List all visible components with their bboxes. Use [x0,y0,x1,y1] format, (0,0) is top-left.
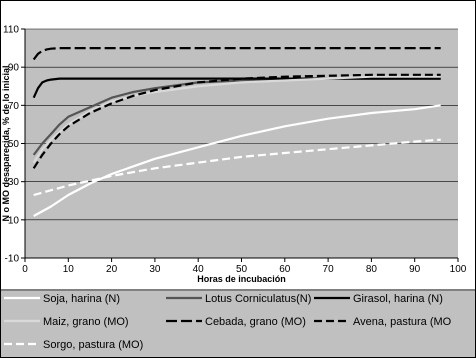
legend-background [1,291,475,357]
y-tick-label: 50 [8,139,20,150]
series-lines [32,46,441,217]
x-axis-ticks: 0 10 20 30 40 50 60 70 80 90 100 [22,258,467,275]
x-tick-label: 100 [450,264,467,275]
x-tick-label: 60 [279,264,291,275]
legend-label: Lotus Corniculatus(N) [205,293,311,305]
x-tick-label: 80 [366,264,378,275]
x-tick-label: 0 [22,264,28,275]
legend-label: Avena, pastura (MO [353,316,452,328]
legend-label: Sorgo, pastura (MO) [43,339,143,351]
series-line [32,73,441,169]
x-tick-label: 20 [106,264,118,275]
x-axis-title: Horas de incubación [197,274,286,284]
y-tick-label: 90 [8,63,20,74]
x-tick-label: 90 [409,264,421,275]
series-line [32,77,441,99]
legend-label: Maiz, grano (MO) [43,316,129,328]
x-tick-label: 10 [63,264,75,275]
legend-label: Girasol, harina (N) [353,293,443,305]
series-line [32,46,441,61]
legend-label: Cebada, grano (MO) [205,316,306,328]
x-tick-label: 50 [236,264,248,275]
x-tick-label: 70 [323,264,335,275]
legend-label: Soja, harina (N) [43,293,120,305]
y-tick-label: 110 [3,25,19,36]
y-axis-title: N o MO desaparecida, % de lo inicial [1,65,11,221]
x-tick-label: 30 [149,264,161,275]
y-tick-label: 30 [8,177,20,188]
y-axis-ticks: -10 10 30 50 70 90 110 [3,25,25,265]
y-tick-label: 10 [8,215,20,226]
y-tick-label: -10 [5,254,20,265]
y-tick-label: 70 [8,101,20,112]
legend: Soja, harina (N) Lotus Corniculatus(N) Gir… [1,291,475,357]
series-line [33,138,441,197]
x-tick-label: 40 [193,264,205,275]
series-line [33,104,441,217]
